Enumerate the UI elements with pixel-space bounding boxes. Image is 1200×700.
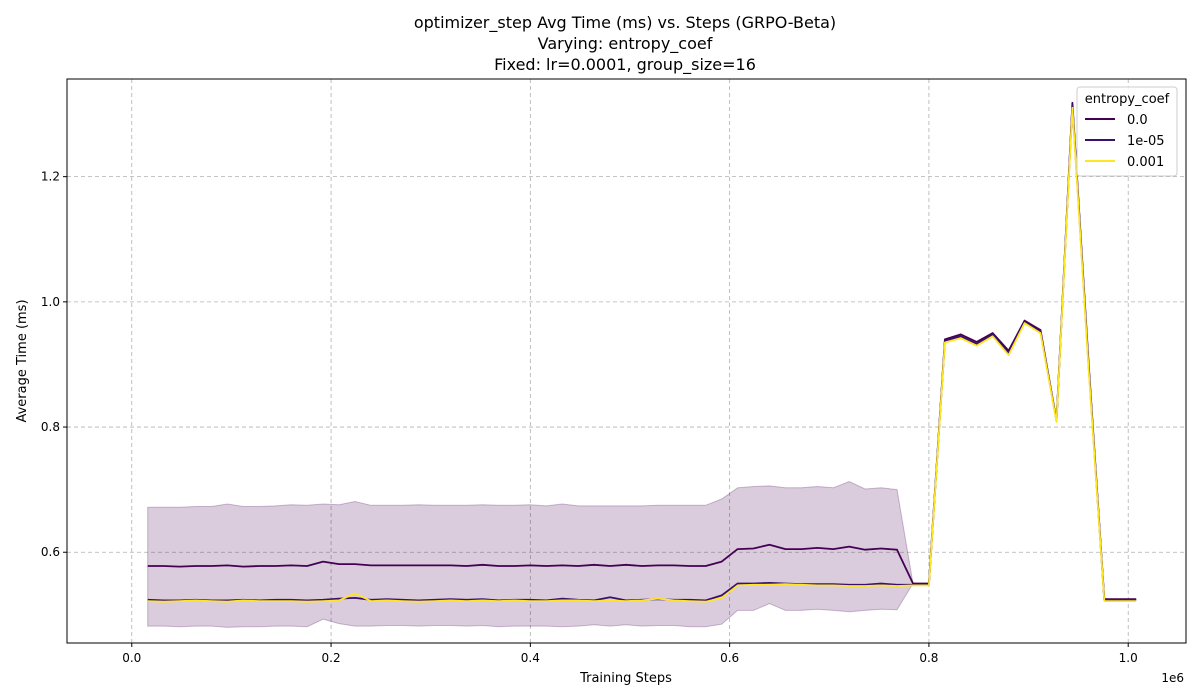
legend-label: 1e-05 [1127, 134, 1165, 149]
x-tick-label: 0.2 [322, 651, 341, 665]
x-axis-ticks: 0.0 0.2 0.4 0.6 0.8 1.0 [122, 643, 1138, 665]
legend: entropy_coef 0.0 1e-05 0.001 [1076, 86, 1178, 177]
legend-title: entropy_coef [1085, 92, 1170, 107]
y-tick-label: 0.6 [41, 545, 60, 559]
x-tick-label: 0.0 [122, 651, 141, 665]
y-tick-label: 0.8 [41, 420, 60, 434]
legend-item: 0.0 [1085, 113, 1148, 128]
confidence-band [147, 480, 929, 628]
x-tick-label: 0.8 [919, 651, 938, 665]
x-axis-scale-label: 1e6 [1161, 671, 1184, 685]
x-tick-label: 0.4 [521, 651, 540, 665]
series-line-2 [147, 106, 1137, 603]
chart-title: optimizer_step Avg Time (ms) vs. Steps (… [414, 13, 836, 33]
series-line-0 [147, 101, 1137, 601]
confidence-band-layer [147, 480, 929, 628]
legend-label: 0.0 [1127, 113, 1148, 128]
x-tick-label: 1.0 [1119, 651, 1138, 665]
chart-subtitle-fixed: Fixed: lr=0.0001, group_size=16 [494, 55, 756, 75]
y-axis-label: Average Time (ms) [15, 299, 30, 422]
x-axis-label: Training Steps [579, 671, 672, 686]
x-tick-label: 0.6 [720, 651, 739, 665]
legend-box [1076, 86, 1178, 177]
y-axis-ticks: 0.6 0.8 1.0 1.2 [41, 170, 67, 559]
chart-subtitle-varying: Varying: entropy_coef [538, 34, 713, 54]
y-tick-label: 1.0 [41, 295, 60, 309]
legend-item: 1e-05 [1085, 134, 1165, 149]
chart-title-block: optimizer_step Avg Time (ms) vs. Steps (… [414, 13, 836, 75]
y-tick-label: 1.2 [41, 170, 60, 184]
plot-area-frame [66, 78, 1187, 644]
series-lines-layer [147, 101, 1137, 603]
legend-item: 0.001 [1085, 155, 1164, 170]
legend-label: 0.001 [1127, 155, 1164, 170]
legend-items: 0.0 1e-05 0.001 [1085, 113, 1165, 170]
